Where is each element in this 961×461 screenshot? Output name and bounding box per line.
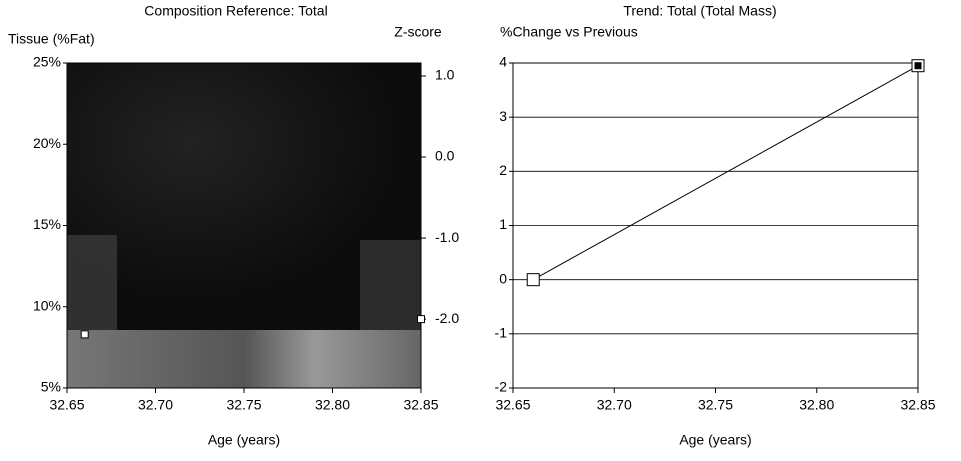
y2-tick-label: 0.0 xyxy=(435,148,455,164)
y-tick-label: 3 xyxy=(499,108,507,124)
x-tick-label: 32.80 xyxy=(315,397,350,413)
point-marker xyxy=(80,330,89,339)
y-tick-label: 10% xyxy=(33,297,61,313)
y2-tick-label: -2.0 xyxy=(435,310,459,326)
y-tick-label: 1 xyxy=(499,216,507,232)
point-marker-inner xyxy=(914,62,922,70)
reference-background xyxy=(67,63,421,388)
x-tick-label: 32.65 xyxy=(495,397,530,413)
x-tick-label: 32.85 xyxy=(900,397,935,413)
y-tick-label: 0 xyxy=(499,270,507,286)
y2-axis-label: Z-score xyxy=(394,24,442,40)
x-tick-label: 32.70 xyxy=(138,397,173,413)
trend-line xyxy=(533,65,919,281)
point-marker xyxy=(417,315,425,324)
y-tick-label: 15% xyxy=(33,216,61,232)
y-tick-label: 2 xyxy=(499,162,507,178)
y-tick-label: 20% xyxy=(33,135,61,151)
y-tick-label: 25% xyxy=(33,54,61,70)
y-tick-label: -1 xyxy=(495,325,508,341)
point-marker xyxy=(526,273,540,287)
y-tick-label: -2 xyxy=(495,379,508,395)
y2-tick-label: -1.0 xyxy=(435,229,459,245)
chart-title: Trend: Total (Total Mass) xyxy=(623,3,776,19)
x-tick-label: 32.80 xyxy=(799,397,834,413)
x-axis-label: Age (years) xyxy=(679,432,751,448)
y-axis-label: %Change vs Previous xyxy=(500,24,638,40)
x-tick-label: 32.85 xyxy=(403,397,438,413)
chart-title: Composition Reference: Total xyxy=(144,3,327,19)
x-tick-label: 32.75 xyxy=(698,397,733,413)
y2-tick-label: 1.0 xyxy=(435,67,455,83)
x-axis-label: Age (years) xyxy=(208,432,280,448)
y-tick-label: 5% xyxy=(41,379,61,395)
x-tick-label: 32.75 xyxy=(226,397,261,413)
y-tick-label: 4 xyxy=(499,54,507,70)
y-axis-label: Tissue (%Fat) xyxy=(8,31,95,47)
x-tick-label: 32.70 xyxy=(597,397,632,413)
x-tick-label: 32.65 xyxy=(49,397,84,413)
